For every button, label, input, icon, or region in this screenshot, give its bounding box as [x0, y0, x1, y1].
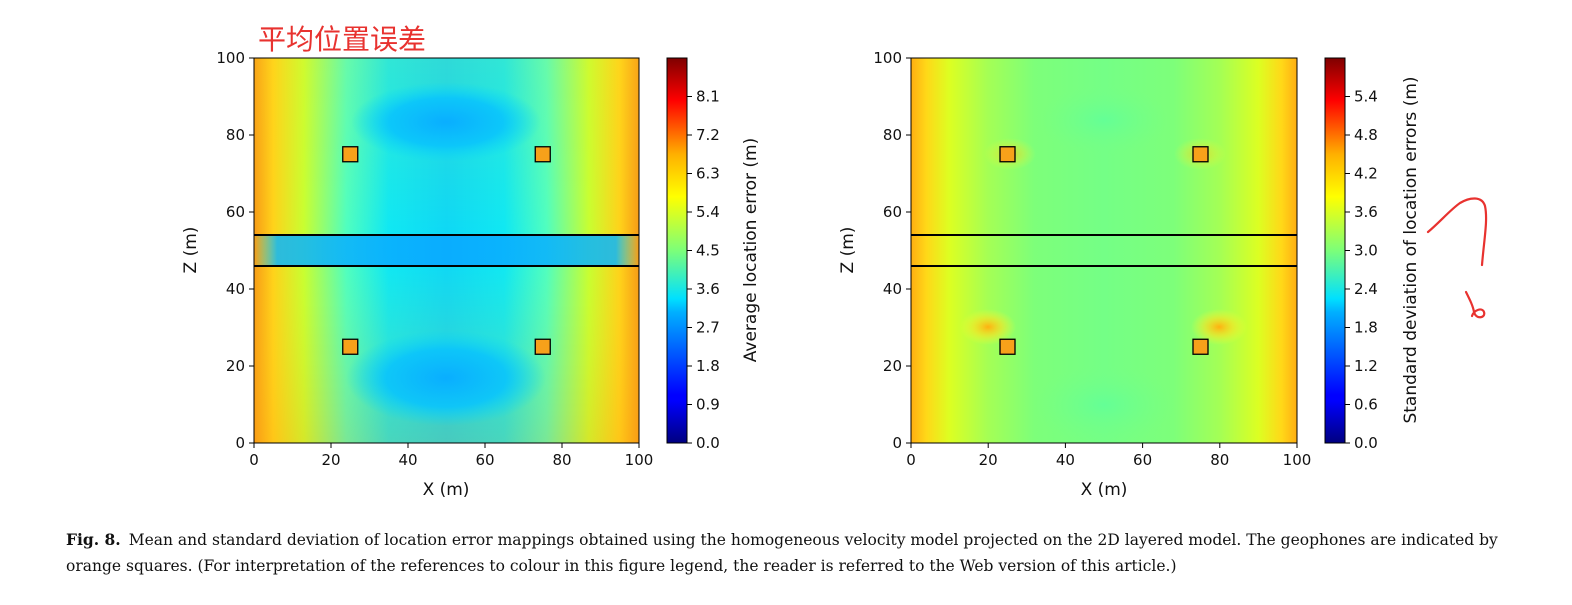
right-x-tick-label: 0 — [906, 451, 916, 469]
right-colorbar-tick-label: 0.0 — [1354, 434, 1378, 452]
left-colorbar-tick-label: 1.8 — [696, 357, 720, 375]
right-colorbar-tick-label: 2.4 — [1354, 280, 1378, 298]
right-colorbar-label: Standard deviation of location errors (m… — [1401, 76, 1421, 423]
left-colorbar-tick-label: 5.4 — [696, 203, 720, 221]
left-heatmap-panel: 0 20 40 60 80 100 0 20 40 60 80 100 X (m) Z (m) 0.0… — [181, 49, 761, 500]
handwritten-annotation: 平均位置误差 — [258, 23, 427, 56]
left-y-tick-label: 20 — [226, 357, 245, 375]
right-geophone-square — [999, 338, 1016, 355]
right-colorbar-tick-label: 3.0 — [1354, 242, 1378, 260]
left-colorbar-tick-label: 6.3 — [696, 165, 720, 183]
left-plot-frame — [253, 57, 640, 444]
right-geophone-square — [999, 146, 1016, 163]
left-geophone-square — [342, 146, 359, 163]
right-colorbar-tick-label: 1.2 — [1354, 357, 1378, 375]
right-x-tick-label: 40 — [1056, 451, 1075, 469]
left-x-tick-label: 20 — [321, 451, 340, 469]
left-x-tick-label: 40 — [398, 451, 417, 469]
left-colorbar-label: Average location error (m) — [741, 138, 761, 362]
right-geophone-square — [1192, 338, 1209, 355]
left-y-tick-label: 0 — [235, 434, 245, 452]
left-x-axis-label: X (m) — [423, 480, 470, 500]
left-heatmap-field — [254, 58, 639, 443]
figure-caption-label: Fig. 8. — [66, 530, 121, 549]
right-x-tick-label: 100 — [1283, 451, 1312, 469]
right-geophone-square — [1192, 146, 1209, 163]
right-y-tick-label: 0 — [892, 434, 902, 452]
left-x-tick-label: 0 — [249, 451, 259, 469]
left-colorbar-tick-label: 0.9 — [696, 396, 720, 414]
left-x-tick-label: 100 — [625, 451, 654, 469]
right-colorbar-tick-label: 4.8 — [1354, 126, 1378, 144]
left-geophone-square — [534, 338, 551, 355]
right-x-axis-label: X (m) — [1081, 480, 1128, 500]
left-colorbar — [666, 57, 688, 444]
handwritten-question-mark-scribble — [1426, 197, 1488, 319]
right-x-tick-label: 20 — [979, 451, 998, 469]
left-y-tick-label: 80 — [226, 126, 245, 144]
left-colorbar-tick-label: 3.6 — [696, 280, 720, 298]
right-colorbar-tick-label: 3.6 — [1354, 203, 1378, 221]
left-colorbar-tick-label: 7.2 — [696, 126, 720, 144]
right-y-axis-label: Z (m) — [838, 227, 858, 274]
right-colorbar-tick-label: 1.8 — [1354, 319, 1378, 337]
figure-caption: Fig. 8. Mean and standard deviation of lo… — [66, 527, 1546, 579]
right-heatmap-field — [911, 58, 1297, 445]
right-y-tick-label: 20 — [883, 357, 902, 375]
left-x-tick-label: 60 — [475, 451, 494, 469]
right-y-tick-label: 40 — [883, 280, 902, 298]
left-y-tick-label: 40 — [226, 280, 245, 298]
left-colorbar-tick-label: 4.5 — [696, 242, 720, 260]
left-colorbar-tick-label: 0.0 — [696, 434, 720, 452]
right-y-tick-label: 80 — [883, 126, 902, 144]
left-y-tick-label: 100 — [216, 49, 245, 67]
right-plot-frame — [910, 57, 1298, 444]
right-colorbar-tick-label: 5.4 — [1354, 88, 1378, 106]
left-x-tick-label: 80 — [552, 451, 571, 469]
right-y-tick-label: 60 — [883, 203, 902, 221]
left-colorbar-tick-label: 8.1 — [696, 88, 720, 106]
figure-caption-text: Mean and standard deviation of location … — [66, 531, 1498, 575]
right-x-tick-label: 60 — [1133, 451, 1152, 469]
left-y-tick-label: 60 — [226, 203, 245, 221]
right-y-tick-label: 100 — [873, 49, 902, 67]
right-colorbar — [1324, 57, 1346, 444]
left-geophone-square — [534, 146, 551, 163]
right-x-tick-label: 80 — [1210, 451, 1229, 469]
right-colorbar-tick-label: 4.2 — [1354, 165, 1378, 183]
left-colorbar-tick-label: 2.7 — [696, 319, 720, 337]
right-colorbar-tick-label: 0.6 — [1354, 396, 1378, 414]
left-geophone-square — [342, 338, 359, 355]
left-y-axis-label: Z (m) — [181, 227, 201, 274]
right-heatmap-panel: 0 20 40 60 80 100 0 20 40 60 80 100 X (m) Z (m) 0.0… — [838, 49, 1421, 500]
